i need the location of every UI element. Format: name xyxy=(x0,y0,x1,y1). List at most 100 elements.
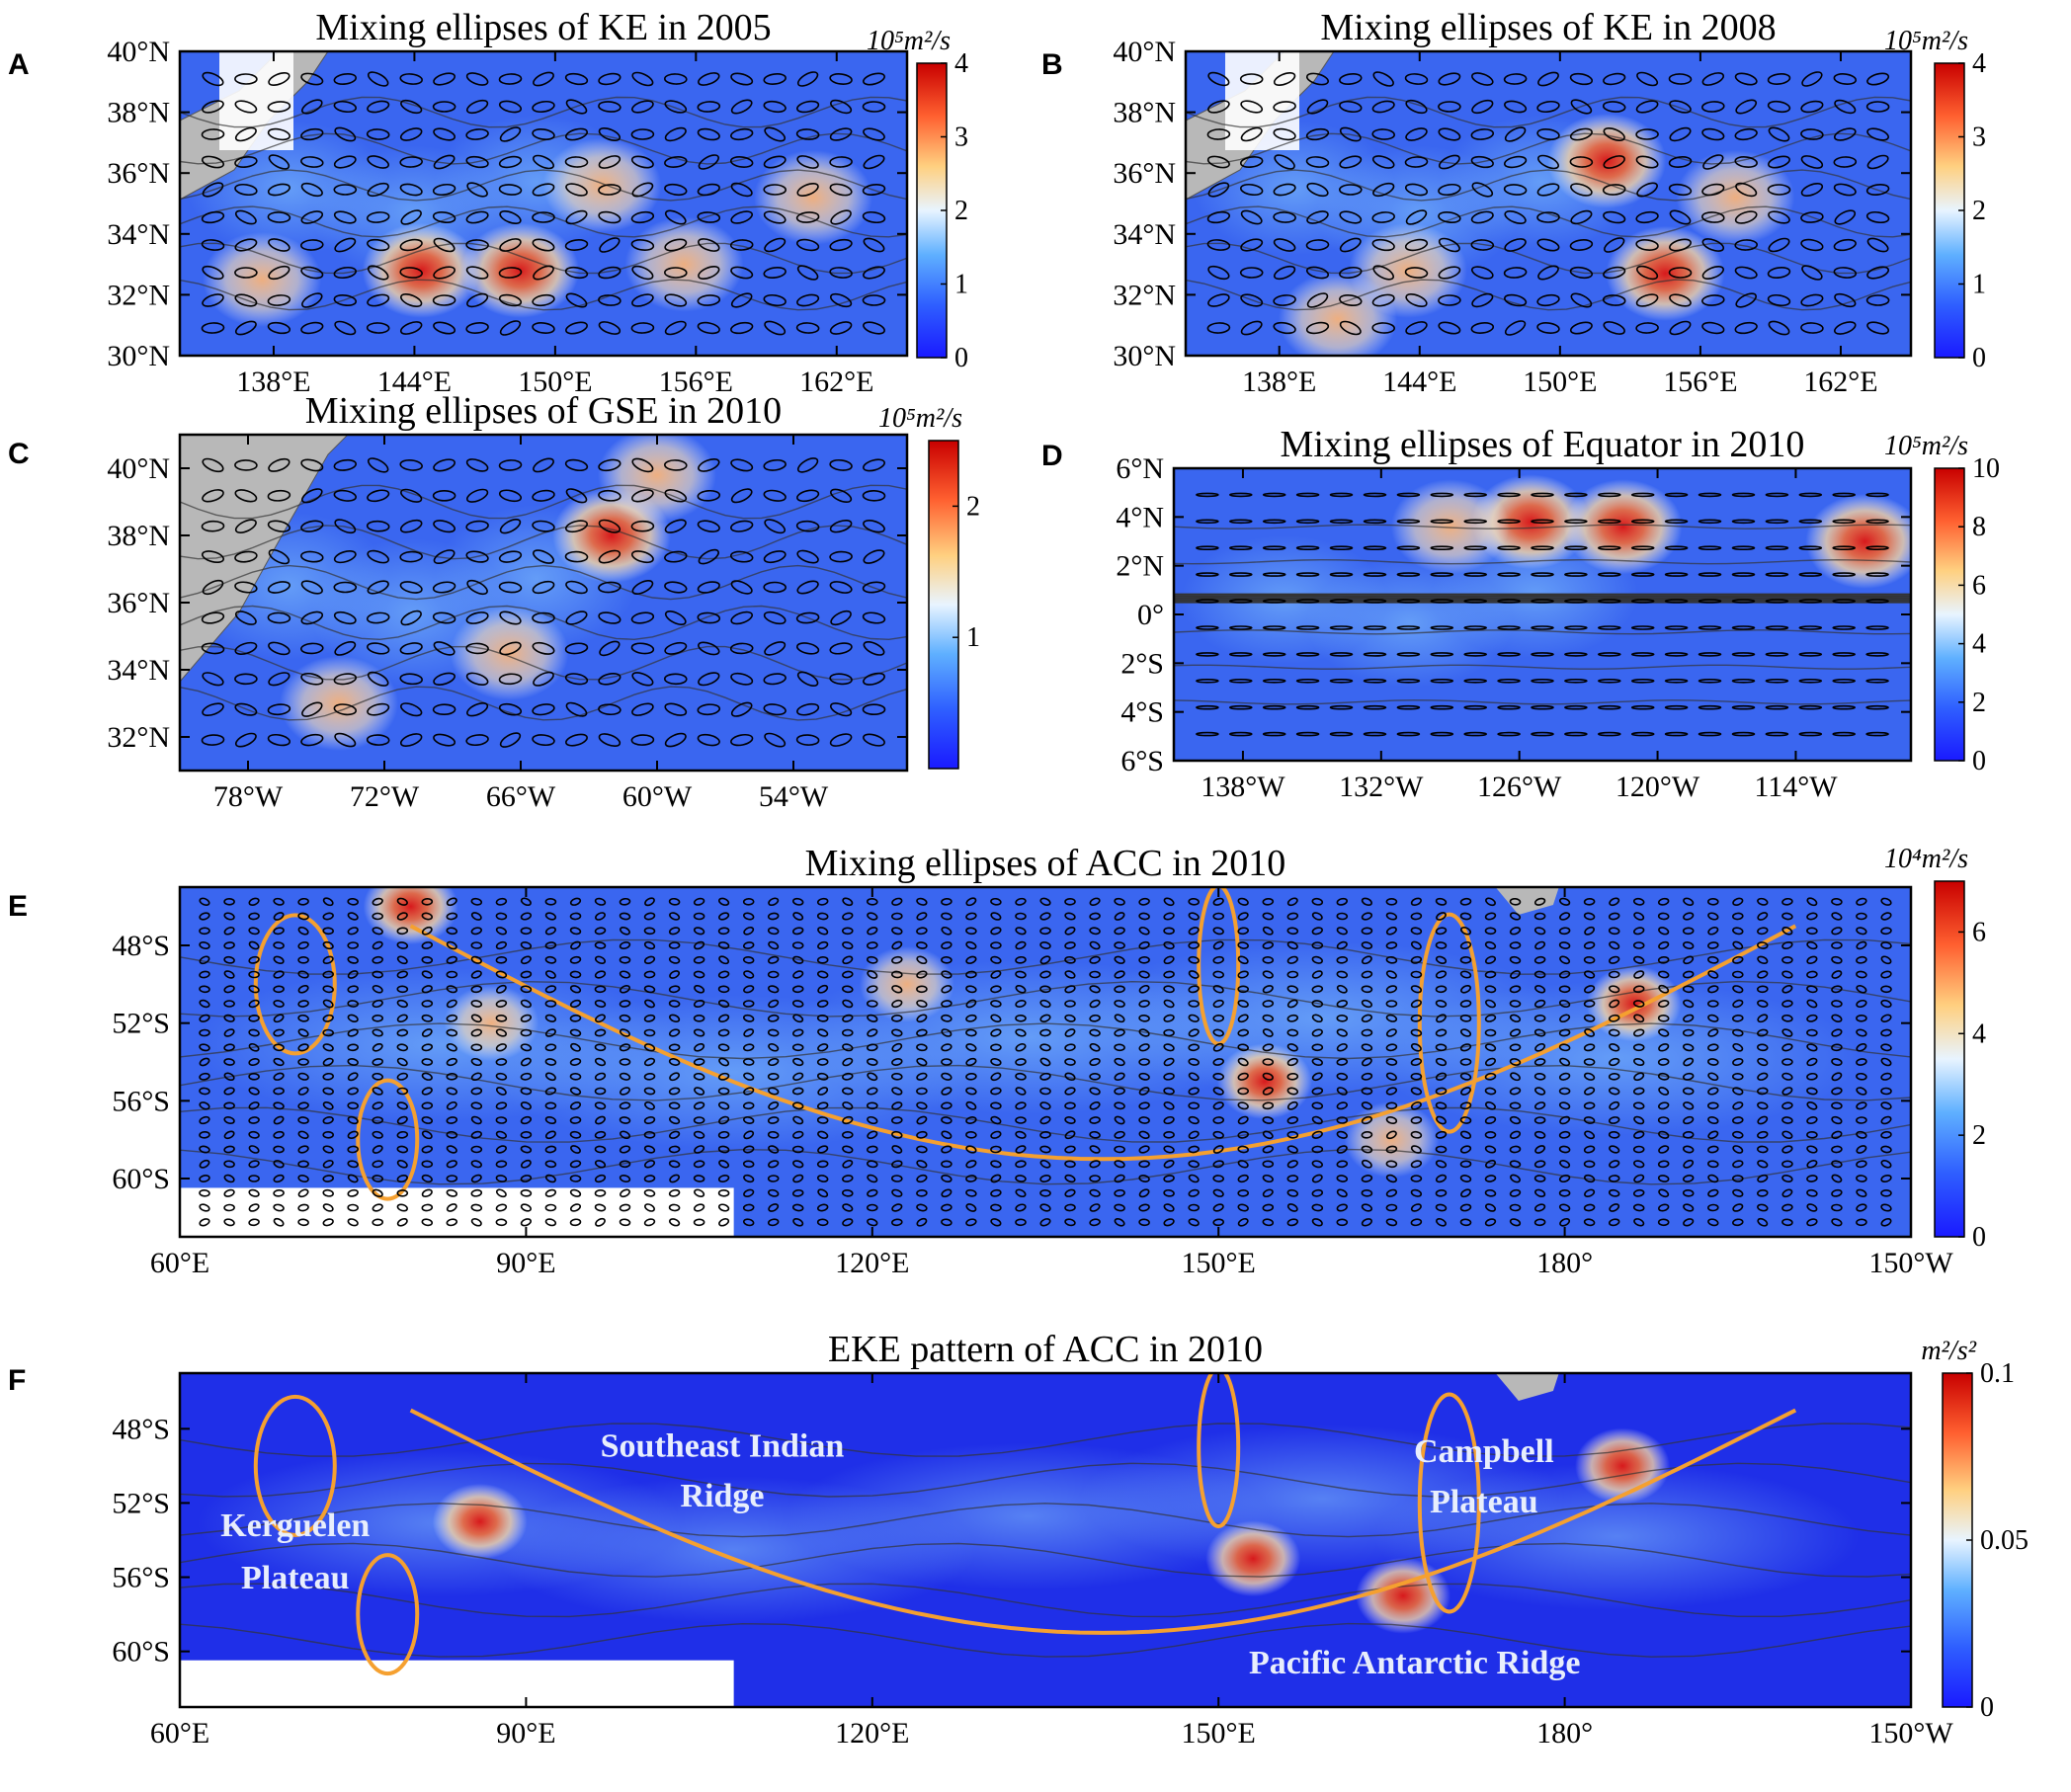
mixing-ellipse xyxy=(729,642,754,655)
mixing-ellipse xyxy=(202,182,224,198)
mixing-ellipse xyxy=(1262,985,1274,994)
mixing-ellipse xyxy=(1336,970,1349,979)
mixing-ellipse xyxy=(1212,1072,1224,1081)
mixing-ellipse xyxy=(1856,1087,1867,1096)
mixing-ellipse xyxy=(1800,322,1824,334)
mixing-ellipse xyxy=(1311,1000,1324,1008)
mixing-ellipse xyxy=(1372,71,1394,87)
mixing-ellipse xyxy=(520,1043,533,1052)
mixing-ellipse xyxy=(495,1043,507,1052)
mixing-ellipse xyxy=(1484,970,1497,979)
mixing-ellipse xyxy=(1385,1130,1397,1140)
mixing-ellipse xyxy=(248,1175,260,1182)
mixing-ellipse xyxy=(1598,731,1621,737)
hotspot-2 xyxy=(1205,1520,1301,1597)
mixing-ellipse xyxy=(717,1203,730,1212)
mixing-ellipse xyxy=(916,955,928,965)
mixing-ellipse xyxy=(199,1175,210,1182)
mixing-ellipse xyxy=(717,970,730,979)
mixing-ellipse xyxy=(796,71,819,87)
mixing-ellipse xyxy=(1438,72,1461,86)
mixing-ellipse xyxy=(1569,266,1594,280)
mixing-ellipse xyxy=(795,734,820,746)
mixing-ellipse xyxy=(763,673,787,686)
mixing-ellipse xyxy=(1732,1116,1744,1124)
mixing-ellipse xyxy=(1635,100,1659,114)
mixing-ellipse xyxy=(1570,183,1593,197)
mixing-ellipse xyxy=(1237,1188,1249,1197)
mixing-ellipse xyxy=(1781,970,1793,979)
y-tick-label: 34°N xyxy=(107,218,170,251)
mixing-ellipse xyxy=(248,1042,260,1052)
mixing-ellipse xyxy=(1404,183,1429,197)
mixing-ellipse xyxy=(891,1116,903,1124)
mixing-ellipse xyxy=(1138,1072,1150,1081)
mixing-ellipse xyxy=(223,970,235,979)
mixing-ellipse xyxy=(1286,1188,1299,1197)
mixing-ellipse xyxy=(1732,1028,1744,1037)
mixing-ellipse xyxy=(693,1203,705,1212)
mixing-ellipse xyxy=(267,183,290,197)
mixing-ellipse xyxy=(465,611,489,624)
mixing-ellipse xyxy=(643,1028,656,1037)
mixing-ellipse xyxy=(495,1203,508,1212)
mixing-ellipse xyxy=(322,897,334,907)
mixing-ellipse xyxy=(1207,182,1230,198)
mixing-ellipse xyxy=(1212,1116,1224,1124)
mixing-ellipse xyxy=(1273,71,1296,87)
mixing-ellipse xyxy=(1404,238,1429,252)
mixing-ellipse xyxy=(1435,1188,1448,1197)
mixing-ellipse xyxy=(1385,1014,1398,1022)
mixing-ellipse xyxy=(1430,704,1454,710)
mixing-ellipse xyxy=(796,549,819,564)
mixing-ellipse xyxy=(223,1130,235,1140)
mixing-ellipse xyxy=(1336,897,1349,906)
mixing-ellipse xyxy=(1286,1130,1299,1139)
mixing-ellipse xyxy=(743,926,755,936)
mixing-ellipse xyxy=(1564,572,1588,577)
mixing-ellipse xyxy=(1435,927,1448,936)
mixing-ellipse xyxy=(202,71,224,87)
mixing-ellipse xyxy=(1286,1043,1298,1052)
mixing-ellipse xyxy=(470,985,483,994)
mixing-ellipse xyxy=(1536,211,1560,223)
y-tick-label: 40°N xyxy=(1113,36,1176,68)
mixing-ellipse xyxy=(499,519,522,534)
mixing-ellipse xyxy=(941,1043,953,1052)
mixing-ellipse xyxy=(598,489,621,502)
mixing-ellipse xyxy=(891,1087,903,1096)
mixing-ellipse xyxy=(891,1058,903,1066)
mixing-ellipse xyxy=(1683,1159,1695,1169)
mixing-ellipse xyxy=(1657,1072,1670,1081)
mixing-ellipse xyxy=(767,970,780,979)
mixing-ellipse xyxy=(1385,941,1398,949)
mixing-ellipse xyxy=(862,184,886,196)
mixing-ellipse xyxy=(1834,321,1857,335)
mixing-ellipse xyxy=(631,71,654,87)
mixing-ellipse xyxy=(1767,73,1791,85)
mixing-ellipse xyxy=(1114,912,1125,921)
mixing-ellipse xyxy=(1732,970,1744,979)
mixing-ellipse xyxy=(1463,519,1487,525)
mixing-ellipse xyxy=(1463,599,1487,604)
mixing-ellipse xyxy=(1801,71,1823,87)
mixing-ellipse xyxy=(499,611,522,625)
mixing-ellipse xyxy=(1206,322,1231,334)
mixing-ellipse xyxy=(432,101,456,113)
panel-d: 138°W 132°W 126°W 120°W 114°W6°N4°N2°N0°2°S4… xyxy=(1041,424,2000,803)
mixing-ellipse xyxy=(631,580,654,595)
mixing-ellipse xyxy=(644,897,655,907)
mixing-ellipse xyxy=(595,912,606,921)
mixing-ellipse xyxy=(743,1087,755,1096)
mixing-ellipse xyxy=(643,1116,656,1124)
streamline xyxy=(1174,629,1911,635)
mixing-ellipse xyxy=(372,897,383,906)
mixing-ellipse xyxy=(1531,519,1554,525)
mixing-ellipse xyxy=(1880,1189,1892,1197)
mixing-ellipse xyxy=(698,72,720,86)
mixing-ellipse xyxy=(1534,1203,1546,1212)
mixing-ellipse xyxy=(764,237,787,253)
mixing-ellipse xyxy=(1212,927,1224,936)
mixing-ellipse xyxy=(1880,1218,1892,1227)
mixing-ellipse xyxy=(867,897,878,906)
